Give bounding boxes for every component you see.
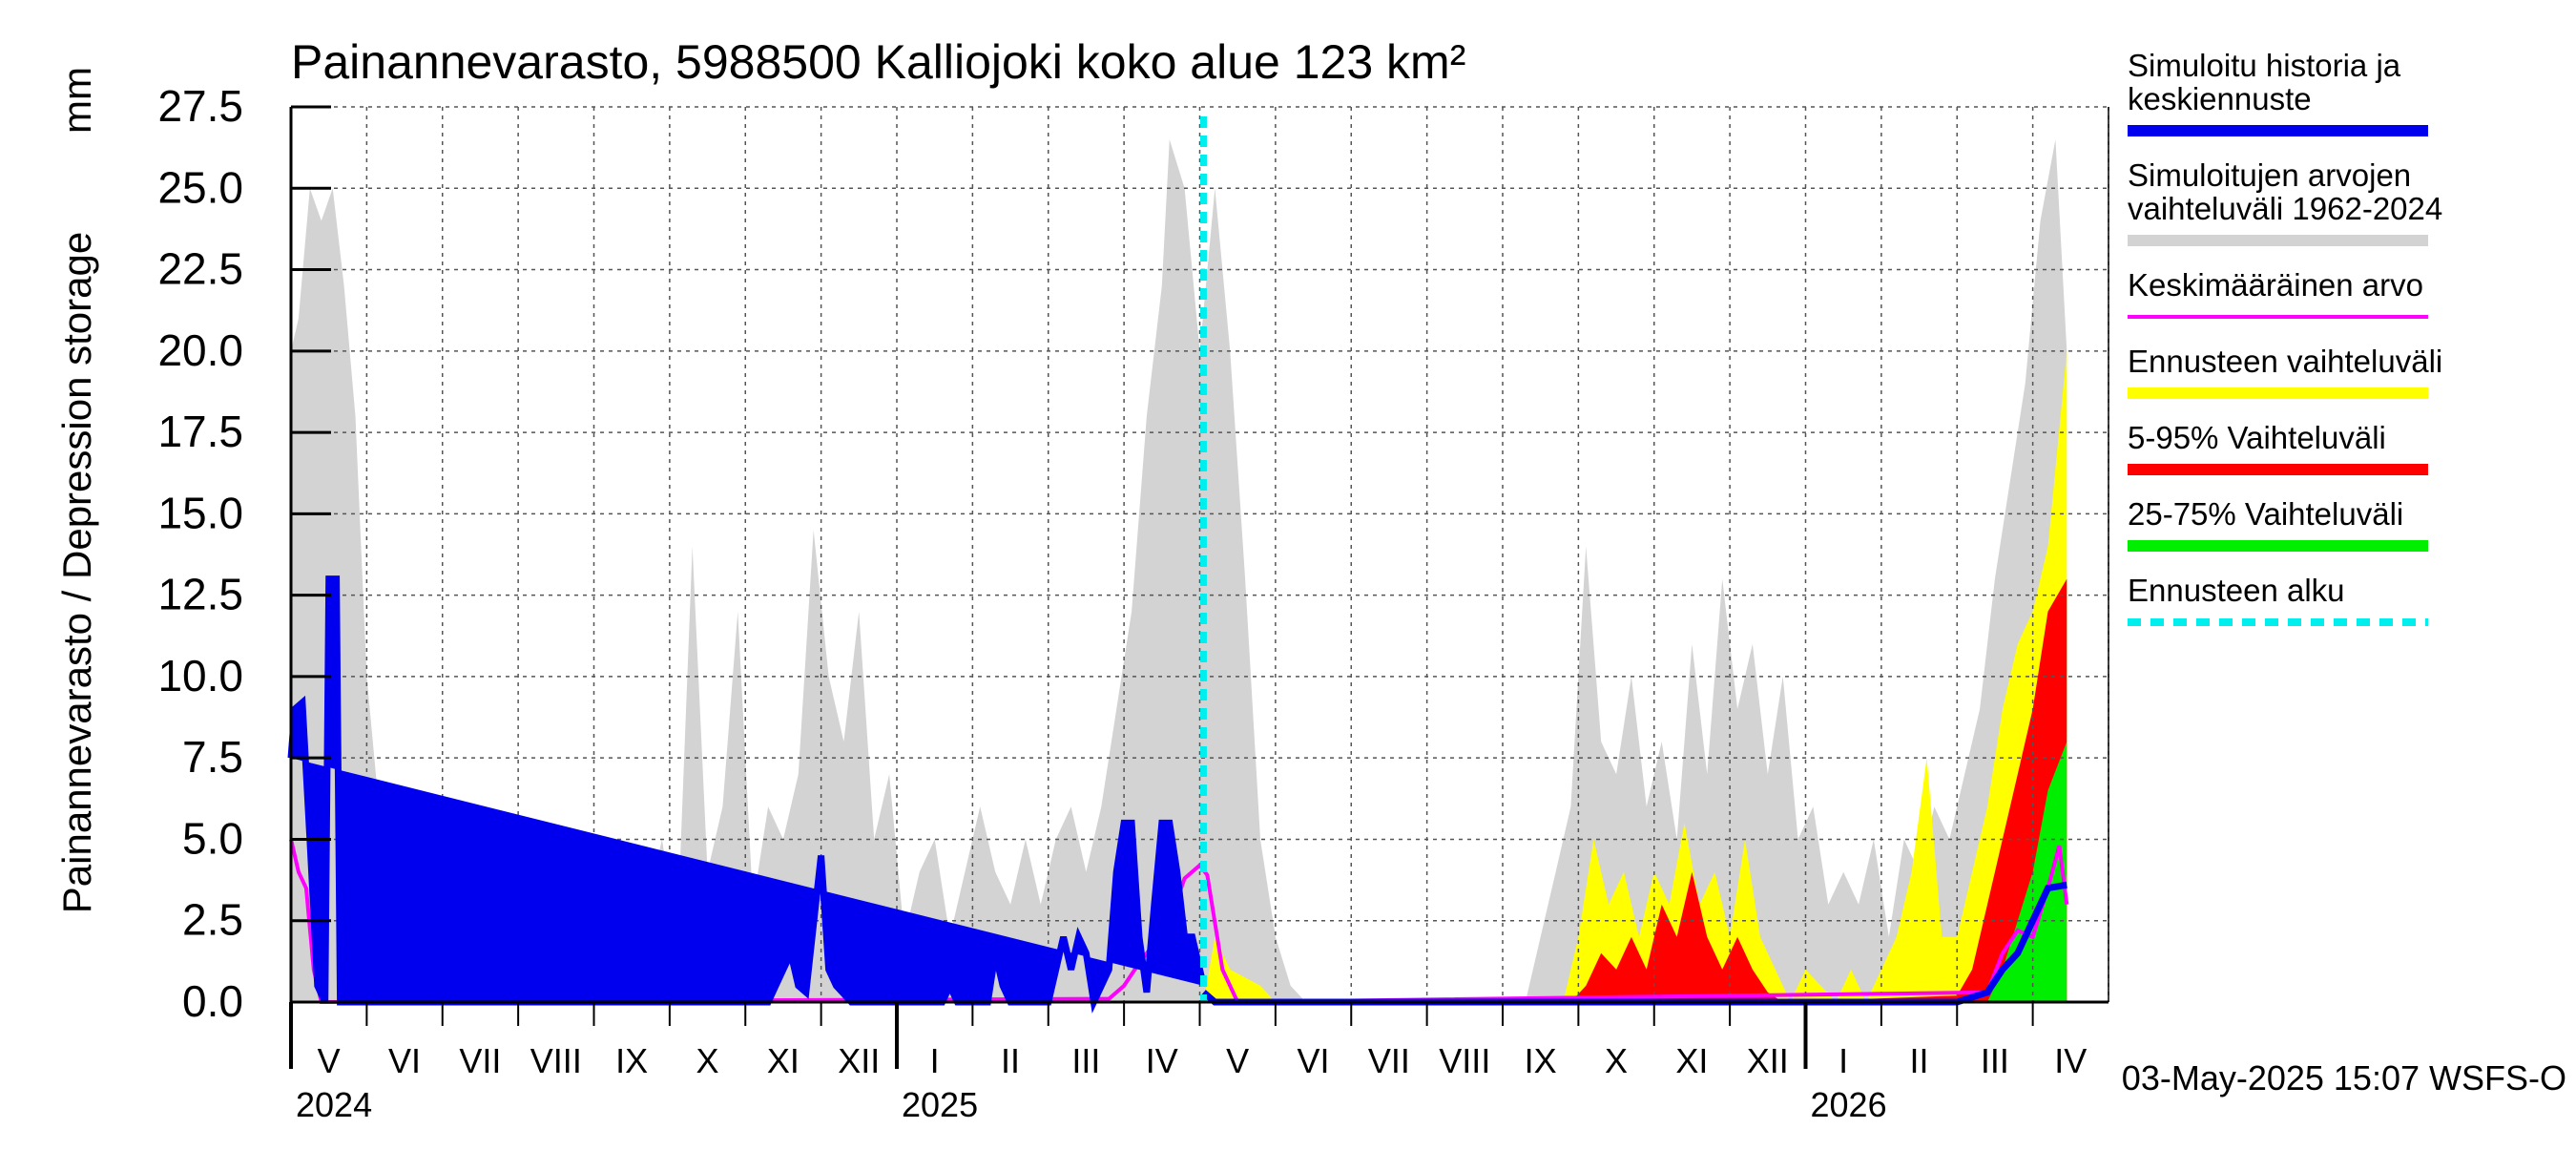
x-month-label: V [1226, 1041, 1249, 1080]
x-month-label: IX [615, 1041, 648, 1080]
y-tick-label: 12.5 [157, 570, 243, 619]
x-month-label: X [1605, 1041, 1628, 1080]
x-month-label: I [930, 1041, 940, 1080]
p25-75-fill [1987, 742, 2067, 1002]
historical-range-fill [291, 139, 2067, 1003]
y-tick-label: 2.5 [182, 895, 243, 945]
legend-label: Simuloitu historia ja [2128, 48, 2401, 83]
x-month-label: X [696, 1041, 719, 1080]
x-month-label: IV [2054, 1041, 2087, 1080]
p25-75-range-area [1987, 742, 2067, 1002]
grid [290, 106, 2109, 1003]
y-tick-label: 7.5 [182, 732, 243, 782]
x-month-label: II [1001, 1041, 1020, 1080]
x-month-label: XII [1747, 1041, 1789, 1080]
x-month-label: VI [388, 1041, 421, 1080]
x-month-label: VIII [530, 1041, 582, 1080]
y-tick-label: 5.0 [182, 813, 243, 863]
p5-95-fill [1570, 578, 2067, 1002]
x-month-label: II [1910, 1041, 1929, 1080]
x-month-label: IX [1525, 1041, 1557, 1080]
legend-label: Simuloitujen arvojen [2128, 157, 2411, 193]
y-tick-label: 10.0 [157, 651, 243, 700]
legend-label: Ennusteen alku [2128, 573, 2345, 608]
legend-label: Ennusteen vaihteluväli [2128, 344, 2442, 379]
x-year-label: 2025 [902, 1085, 978, 1124]
x-month-label: I [1839, 1041, 1848, 1080]
legend-label: vaihteluväli 1962-2024 [2128, 191, 2442, 226]
legend-label: Keskimääräinen arvo [2128, 267, 2423, 303]
x-month-label: XI [1675, 1041, 1708, 1080]
y-tick-label: 17.5 [157, 407, 243, 456]
p5-95-range-area [1570, 578, 2067, 1002]
y-axis-unit: mm [54, 67, 99, 134]
x-month-label: III [1981, 1041, 2009, 1080]
timestamp: 03-May-2025 15:07 WSFS-O [2122, 1058, 2566, 1098]
y-tick-label: 27.5 [157, 81, 243, 131]
y-tick-label: 25.0 [157, 162, 243, 212]
x-month-label: XII [838, 1041, 880, 1080]
y-tick-label: 0.0 [182, 976, 243, 1026]
axes: 0.0 2.5 5.0 7.5 10.0 12.5 15.0 17.5 20.0 22.5 25.0… [157, 81, 2109, 1124]
x-year-label: 2024 [296, 1085, 372, 1124]
y-tick-label: 15.0 [157, 488, 243, 537]
x-month-label: XI [767, 1041, 800, 1080]
y-tick-label: 20.0 [157, 325, 243, 375]
historical-range-area [291, 139, 2067, 1003]
y-axis-label: Painannevarasto / Depression storage [54, 232, 99, 913]
x-year-label: 2026 [1811, 1085, 1887, 1124]
x-month-label: V [318, 1041, 341, 1080]
x-month-label: III [1071, 1041, 1100, 1080]
y-tick-label: 22.5 [157, 244, 243, 294]
x-month-label: VII [1368, 1041, 1410, 1080]
x-month-label: VII [459, 1041, 501, 1080]
x-month-label: VI [1298, 1041, 1330, 1080]
legend-label: 25-75% Vaihteluväli [2128, 496, 2403, 532]
legend-label: 5-95% Vaihteluväli [2128, 420, 2386, 455]
x-month-label: VIII [1439, 1041, 1490, 1080]
chart-title: Painannevarasto, 5988500 Kalliojoki koko… [291, 35, 1465, 89]
legend-label: keskiennuste [2128, 81, 2312, 116]
history-line [287, 575, 1207, 1014]
x-month-label: IV [1146, 1041, 1178, 1080]
